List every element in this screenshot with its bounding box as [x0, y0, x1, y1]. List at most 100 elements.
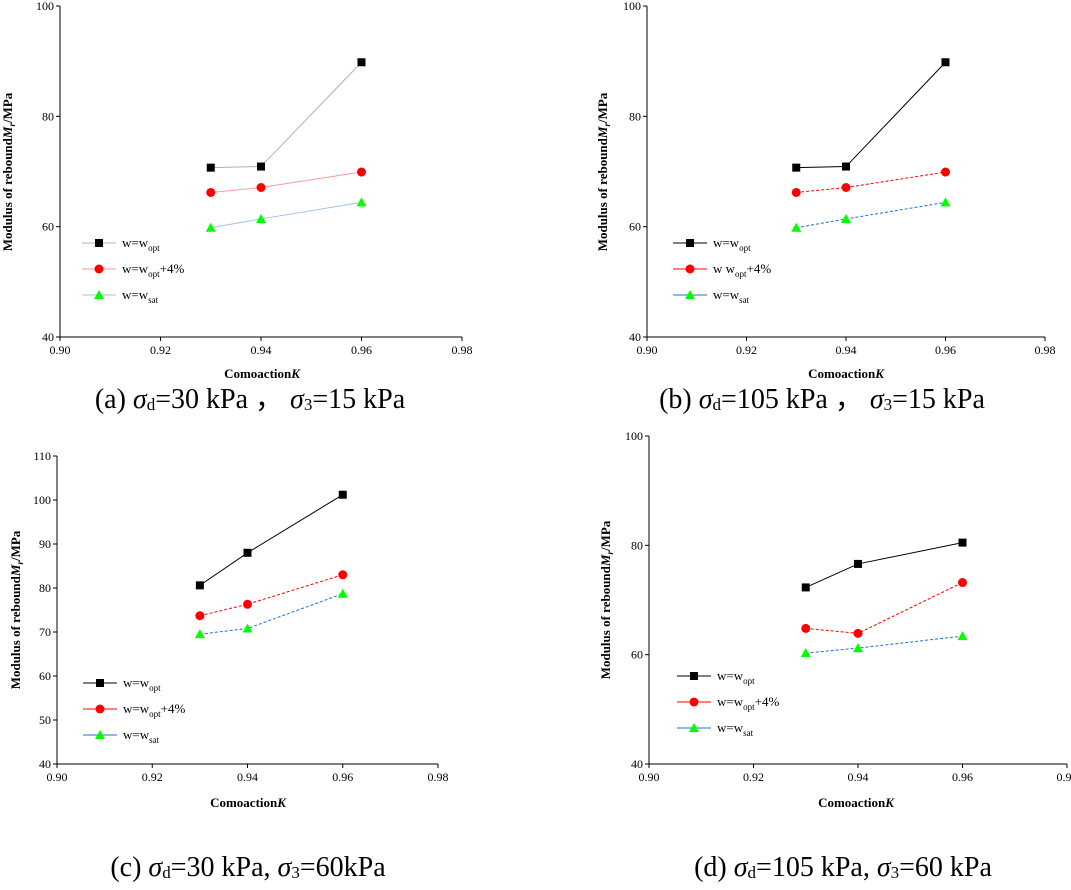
data-point — [801, 624, 810, 633]
x-tick-label: 0.98 — [428, 770, 449, 784]
x-tick-label: 0.96 — [952, 770, 973, 784]
legend-entry: w=wsat — [713, 287, 750, 305]
series-line-1 — [796, 172, 945, 192]
data-point — [959, 539, 967, 547]
x-tick-label: 0.96 — [351, 343, 372, 357]
legend-entry: w=wopt — [123, 675, 161, 693]
legend-entry: w=wopt+4% — [122, 261, 184, 279]
legend-swatch-marker — [686, 265, 695, 274]
x-tick-label: 0.96 — [935, 343, 956, 357]
y-tick-label: 40 — [42, 330, 54, 344]
y-tick-label: 70 — [39, 625, 51, 639]
x-tick-label: 0.90 — [47, 770, 68, 784]
x-tick-label: 0.90 — [639, 770, 660, 784]
data-point — [792, 164, 800, 172]
y-tick-label: 100 — [33, 493, 51, 507]
legend-swatch-marker — [95, 265, 104, 274]
x-axis-label: ComoactionK — [818, 795, 895, 810]
data-point — [257, 163, 265, 171]
legend-entry: w=wopt+4% — [123, 701, 185, 719]
x-tick-label: 0.92 — [736, 343, 757, 357]
y-tick-label: 90 — [39, 537, 51, 551]
data-point — [802, 583, 810, 591]
x-tick-label: 0.94 — [848, 770, 869, 784]
data-point — [801, 648, 811, 657]
data-point — [941, 168, 950, 177]
data-point — [207, 164, 215, 172]
legend-swatch-marker — [96, 705, 105, 714]
y-axis-label: Modulus of reboundMr/MPa — [595, 92, 612, 251]
y-tick-label: 100 — [625, 429, 643, 443]
data-point — [942, 58, 950, 66]
data-point — [338, 589, 348, 598]
x-axis-label: ComoactionK — [210, 795, 287, 810]
y-tick-label: 40 — [629, 330, 641, 344]
y-tick-label: 60 — [42, 220, 54, 234]
data-point — [244, 549, 252, 557]
legend-entry: w=wsat — [123, 727, 160, 745]
legend-entry: w=wopt — [122, 235, 160, 253]
x-tick-label: 0.98 — [452, 343, 473, 357]
data-point — [854, 629, 863, 638]
legend-entry: w=wsat — [122, 287, 159, 305]
data-point — [358, 58, 366, 66]
y-tick-label: 100 — [36, 0, 54, 13]
y-tick-label: 60 — [631, 648, 643, 662]
data-point — [791, 223, 801, 232]
data-point — [196, 581, 204, 589]
series-line-1 — [806, 583, 963, 634]
series-line-0 — [806, 543, 963, 588]
legend-swatch-marker — [690, 698, 699, 707]
y-tick-label: 60 — [39, 669, 51, 683]
data-point — [338, 570, 347, 579]
panel-caption: (b) σd=105 kPa ， σ3=15 kPa — [659, 384, 985, 415]
legend-swatch-marker — [686, 239, 694, 247]
data-point — [841, 214, 851, 223]
data-point — [941, 197, 951, 206]
data-point — [958, 578, 967, 587]
data-point — [958, 631, 968, 640]
data-point — [792, 188, 801, 197]
x-tick-label: 0.92 — [743, 770, 764, 784]
y-tick-label: 80 — [629, 109, 641, 123]
data-point — [257, 183, 266, 192]
legend-entry: w wopt+4% — [713, 261, 771, 279]
panel-caption: (a) σd=30 kPa ， σ3=15 kPa — [95, 384, 406, 415]
legend-entry: w=wopt — [717, 668, 755, 686]
y-tick-label: 100 — [623, 0, 641, 13]
data-point — [195, 629, 205, 638]
data-point — [842, 163, 850, 171]
x-axis-label: ComoactionK — [808, 366, 885, 381]
x-tick-label: 0.96 — [332, 770, 353, 784]
legend-entry: w=wopt+4% — [717, 694, 779, 712]
series-line-1 — [200, 575, 343, 616]
legend-entry: w=wopt — [713, 235, 751, 253]
x-tick-label: 0.94 — [251, 343, 272, 357]
y-tick-label: 40 — [39, 757, 51, 771]
data-point — [842, 183, 851, 192]
data-point — [854, 560, 862, 568]
x-tick-label: 0.98 — [1035, 343, 1056, 357]
data-point — [206, 188, 215, 197]
series-line-0 — [200, 495, 343, 586]
legend-swatch-marker — [96, 679, 104, 687]
y-tick-label: 40 — [631, 757, 643, 771]
data-point — [243, 600, 252, 609]
y-tick-label: 110 — [33, 449, 51, 463]
x-tick-label: 0.94 — [836, 343, 857, 357]
x-tick-label: 0.98 — [1057, 770, 1071, 784]
chart-panel-d: 0.900.920.940.960.98406080100ComoactionK… — [598, 429, 1071, 883]
series-line-0 — [211, 62, 362, 167]
series-line-0 — [796, 62, 945, 167]
y-axis-label: Modulus of reboundMr/MPa — [8, 530, 25, 689]
data-point — [357, 168, 366, 177]
x-axis-label: ComoactionK — [224, 366, 301, 381]
x-tick-label: 0.90 — [50, 343, 71, 357]
series-line-2 — [211, 202, 362, 227]
y-axis-label: Modulus of reboundMr/MPa — [0, 92, 17, 251]
y-tick-label: 50 — [39, 713, 51, 727]
